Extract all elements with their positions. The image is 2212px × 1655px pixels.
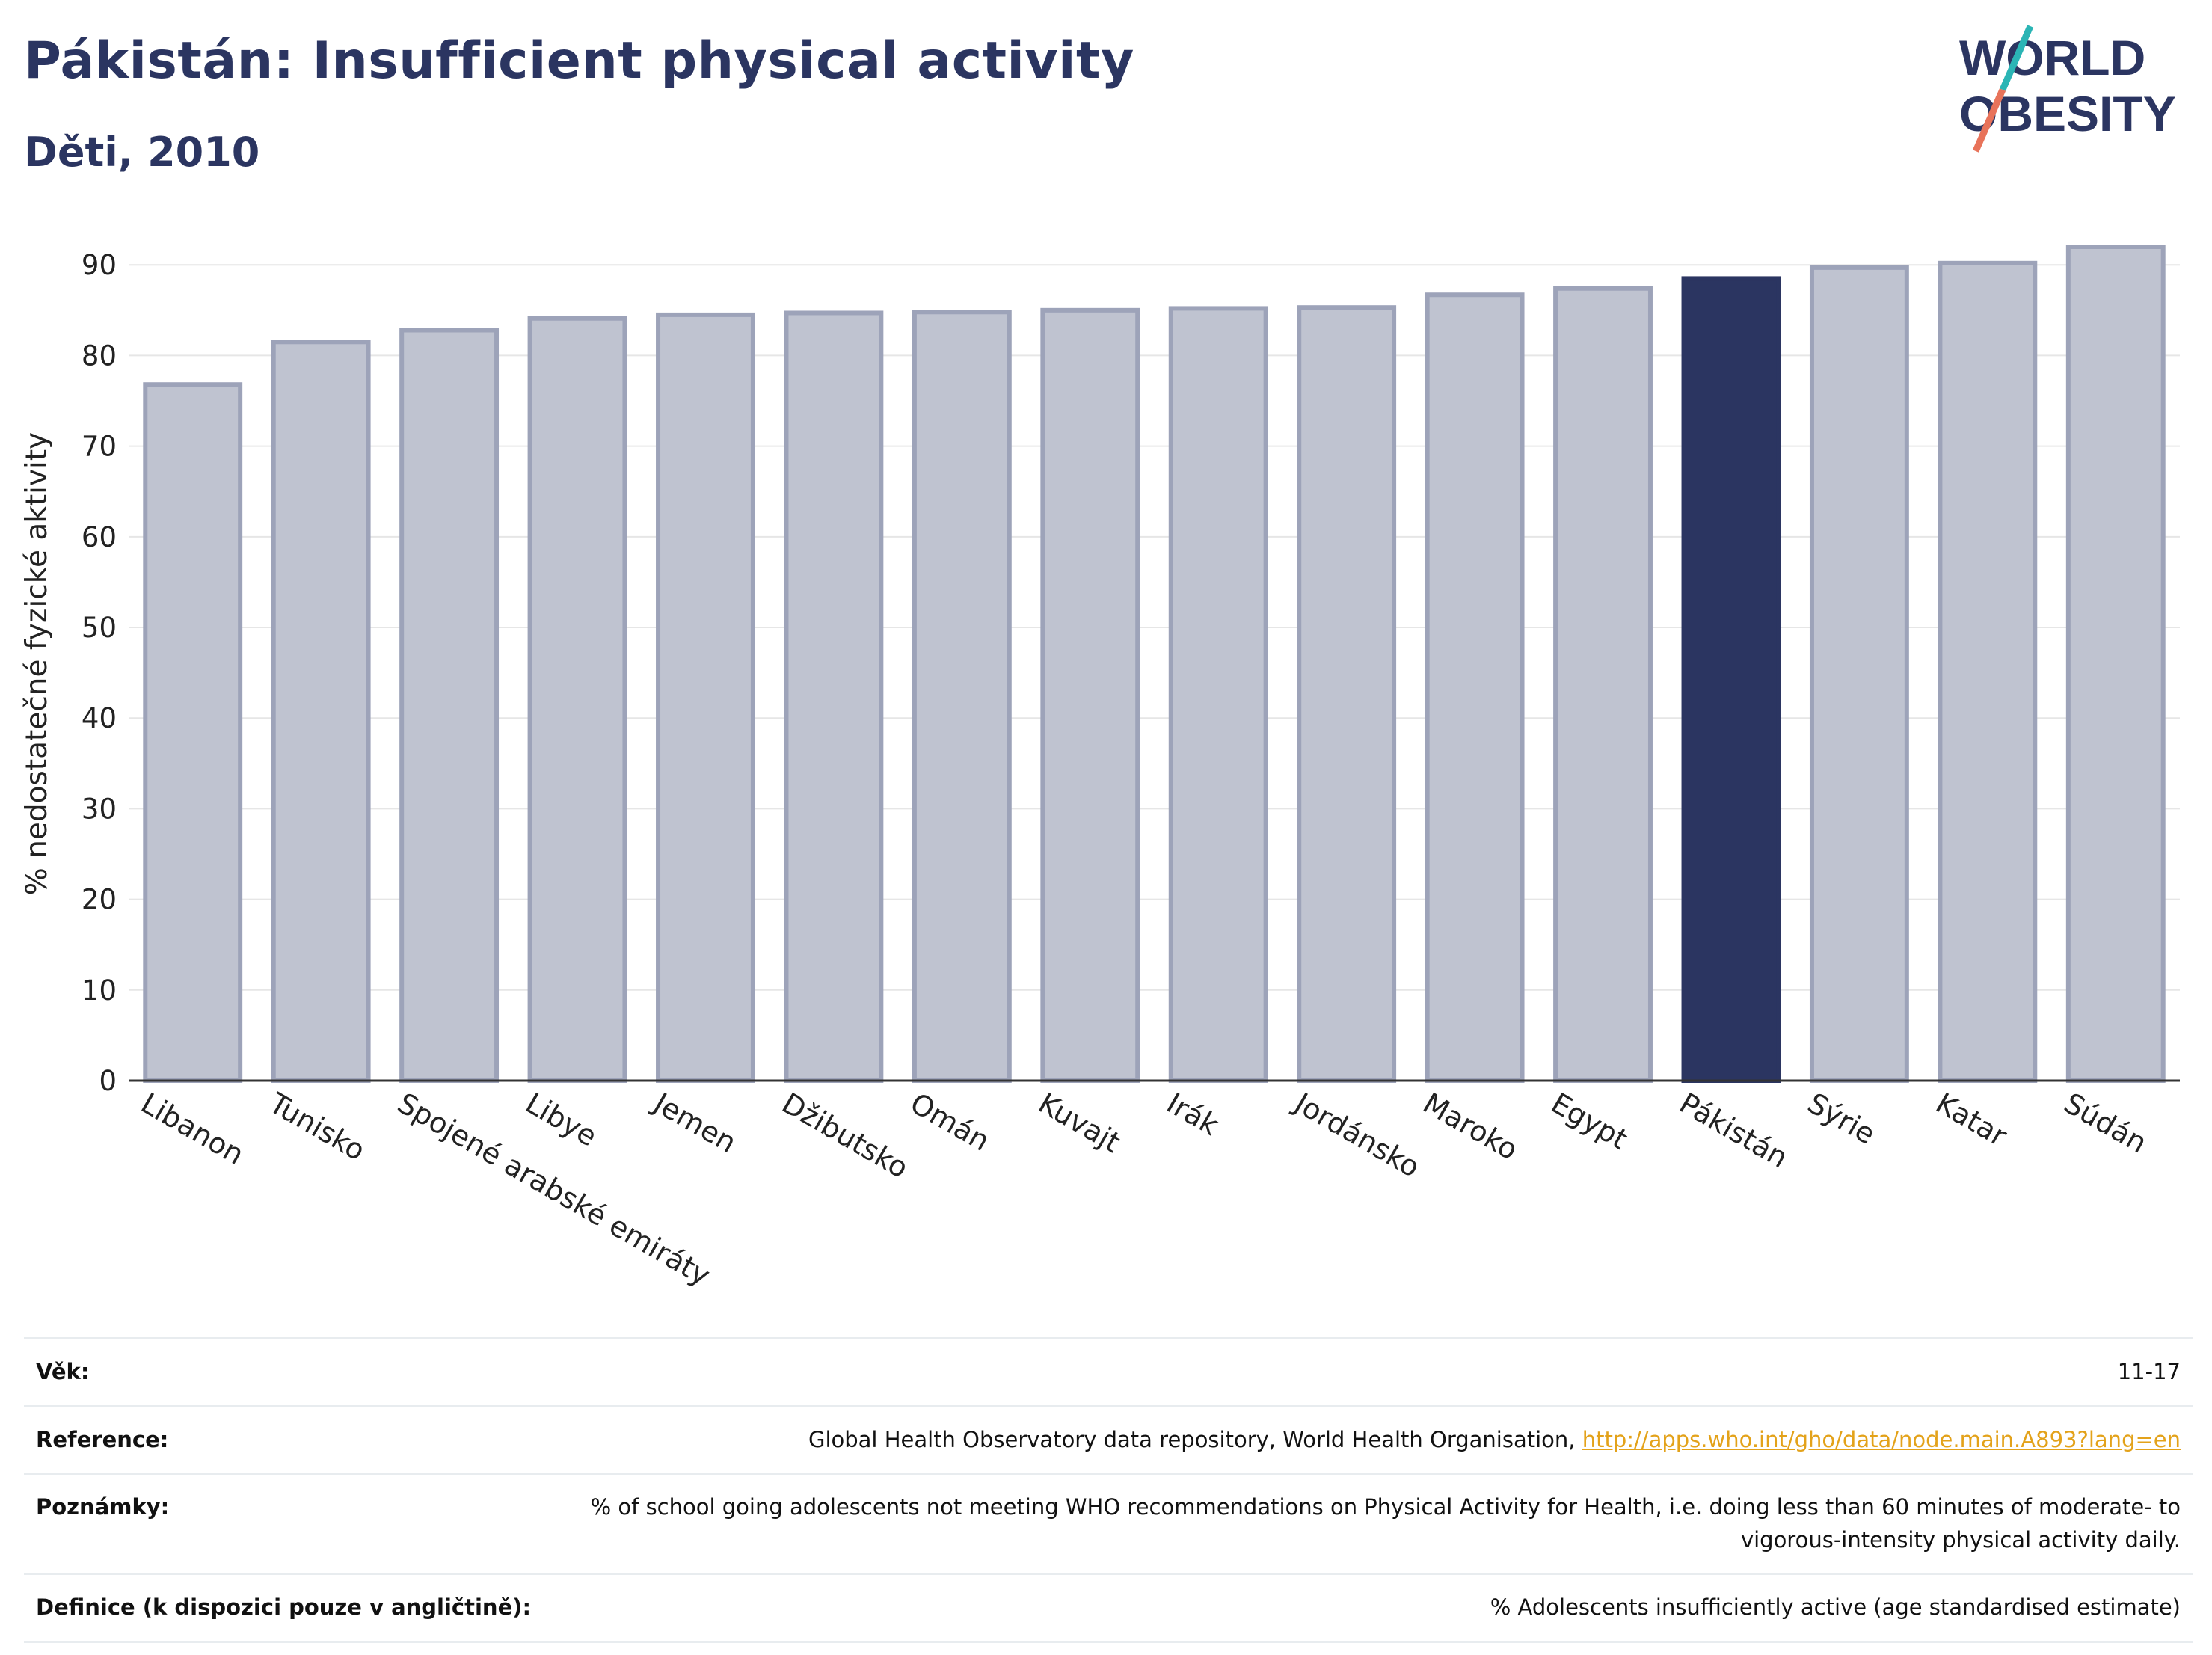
bar (1425, 292, 1525, 1084)
bar (399, 328, 500, 1083)
chart-title: Pákistán: Insufficient physical activity (24, 31, 1134, 90)
bar (2065, 245, 2166, 1083)
x-tick-label: Sýrie (1802, 1087, 1881, 1151)
x-tick-label: Kuvajt (1033, 1087, 1125, 1159)
bar (656, 312, 755, 1083)
y-tick-label: 0 (99, 1065, 117, 1097)
x-tick-label: Libanon (135, 1087, 249, 1171)
bar (527, 316, 627, 1083)
x-tick-label: Pákistán (1674, 1087, 1793, 1175)
y-tick-label: 50 (82, 612, 117, 644)
logo-text-world: WORLD (1959, 30, 2145, 85)
info-value: % Adolescents insufficiently active (age… (571, 1573, 2193, 1643)
bar (143, 382, 243, 1083)
world-obesity-logo: WORLD OBESITY (1959, 25, 2176, 153)
bar (1809, 265, 1909, 1083)
x-tick-label: Jemen (647, 1086, 742, 1160)
info-row-definition: Definice (k dispozici pouze v angličtině… (24, 1573, 2193, 1643)
info-label: Reference: (24, 1404, 571, 1474)
x-tick-label: Irák (1161, 1087, 1224, 1142)
info-label: Poznámky: (24, 1473, 571, 1574)
y-tick-label: 40 (82, 702, 117, 734)
chart-subtitle: Děti, 2010 (24, 129, 260, 176)
x-tick-label: Egypt (1546, 1087, 1633, 1156)
reference-link[interactable]: http://apps.who.int/gho/data/node.main.A… (1582, 1426, 2181, 1452)
x-tick-label: Džibutsko (776, 1087, 914, 1185)
y-tick-label: 70 (82, 431, 117, 463)
x-tick-label: Maroko (1418, 1087, 1524, 1167)
bar (1168, 306, 1268, 1083)
bar (912, 310, 1012, 1083)
info-label: Definice (k dispozici pouze v angličtině… (24, 1573, 571, 1643)
bar (271, 340, 371, 1083)
bar (784, 310, 884, 1084)
y-tick-label: 20 (82, 884, 117, 916)
x-tick-label: Tunisko (263, 1086, 371, 1167)
info-row-age: Věk: 11-17 (24, 1337, 2193, 1406)
bar (1297, 305, 1397, 1084)
x-tick-label: Libye (520, 1087, 603, 1153)
bar (1553, 286, 1653, 1083)
y-tick-label: 60 (82, 521, 117, 553)
y-tick-label: 10 (82, 974, 117, 1007)
bar-highlighted (1681, 276, 1781, 1084)
reference-text: Global Health Observatory data repositor… (808, 1426, 1582, 1452)
info-value-reference: Global Health Observatory data repositor… (571, 1404, 2193, 1474)
info-row-notes: Poznámky: % of school going adolescents … (24, 1473, 2193, 1574)
bars (143, 245, 2166, 1084)
y-tick-label: 80 (82, 340, 117, 372)
info-value: 11-17 (571, 1337, 2193, 1406)
info-label: Věk: (24, 1337, 571, 1406)
y-tick-label: 90 (82, 249, 117, 281)
bar (1040, 307, 1140, 1084)
info-table: Věk: 11-17 Reference: Global Health Obse… (24, 1337, 2193, 1643)
info-row-reference: Reference: Global Health Observatory dat… (24, 1404, 2193, 1474)
x-tick-label: Katar (1930, 1087, 2012, 1153)
logo-slash-coral (1972, 88, 2006, 153)
x-tick-label: Súdán (2059, 1087, 2153, 1160)
y-axis-ticks: 0 10 20 30 40 50 60 70 80 90 (82, 249, 117, 1097)
bar (1938, 260, 2038, 1084)
y-tick-label: 30 (82, 793, 117, 825)
y-axis-label: % nedostatečné fyzické aktivity (20, 432, 54, 896)
x-axis-ticks: Libanon Tunisko Spojené arabské emirátyLib… (135, 1086, 2152, 1292)
logo-slash-teal (1999, 25, 2034, 91)
bar-chart: 0 10 20 30 40 50 60 70 80 90 Libanon Tunisko Spojen… (20, 245, 2180, 1292)
x-tick-label: Jordánsko (1288, 1086, 1425, 1184)
info-value: % of school going adolescents not meetin… (571, 1473, 2193, 1574)
x-tick-label: Omán (905, 1087, 995, 1158)
